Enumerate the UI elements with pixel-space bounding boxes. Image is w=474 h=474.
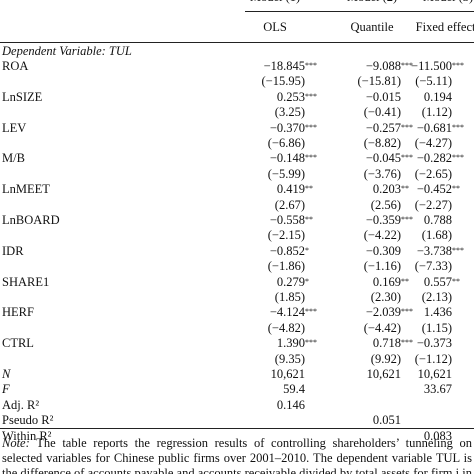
table-note: Note: The table reports the regression r…: [2, 436, 472, 474]
t-statistic: (9.35): [274, 351, 305, 366]
stat-label: F: [2, 382, 10, 397]
t-statistic: (1.12): [421, 105, 452, 120]
method-header: OLS: [263, 20, 287, 34]
stat-value: 10,621: [417, 367, 452, 381]
coefficient: 1.436: [423, 305, 452, 320]
section-label: Dependent Variable: TUL: [2, 44, 132, 58]
t-statistic: (3.25): [274, 105, 305, 120]
t-statistic: (−1.16): [363, 259, 401, 274]
stat-label: Within R²: [2, 428, 52, 443]
t-statistic: (9.92): [370, 351, 401, 366]
t-statistic: (−1.12): [414, 351, 452, 366]
coefficient: −0.015: [365, 89, 401, 104]
t-statistic: (−4.42): [363, 320, 401, 335]
note-text: The table reports the regression results…: [2, 436, 473, 474]
coefficient: −0.282 ***: [416, 151, 464, 166]
coefficient: −11.500 ***: [411, 59, 464, 73]
coefficient: 0.788: [423, 213, 452, 227]
row-label: LnMEET: [2, 182, 50, 197]
t-statistic: (−0.41): [363, 105, 401, 120]
model-header: Model (2): [312, 0, 432, 5]
coefficient: −0.309: [365, 243, 401, 258]
t-statistic: (−2.27): [414, 197, 452, 212]
note-lead: Note:: [2, 436, 30, 450]
t-statistic: (−15.81): [357, 74, 402, 89]
stat-value: 0.083: [423, 428, 452, 443]
row-label: M/B: [2, 151, 25, 166]
t-statistic: (2.56): [370, 197, 401, 212]
t-statistic: (−4.22): [363, 228, 401, 243]
coefficient: −0.681 ***: [416, 120, 464, 135]
model-header: Model (1): [215, 0, 335, 5]
t-statistic: (2.67): [274, 197, 305, 212]
t-statistic: (2.30): [370, 290, 401, 304]
row-label: LEV: [2, 120, 27, 135]
header-bottom-rule: [0, 42, 474, 43]
t-statistic: (−2.65): [414, 166, 452, 181]
row-label: LnBOARD: [2, 213, 60, 227]
method-header: Fixed effects: [415, 20, 474, 34]
stat-value: 33.67: [423, 382, 452, 397]
t-statistic: (−4.82): [267, 320, 305, 335]
row-label: IDR: [2, 243, 24, 258]
method-header: Quantile: [350, 20, 394, 34]
t-statistic: (−1.86): [267, 259, 305, 274]
stat-value: 10,621: [366, 367, 401, 381]
coefficient: 0.194: [423, 89, 452, 104]
model-header: Model (3): [388, 0, 474, 5]
t-statistic: (−2.15): [267, 228, 305, 243]
coefficient: −0.452 **: [416, 182, 460, 197]
t-statistic: (−7.33): [414, 259, 452, 274]
t-statistic: (1.85): [274, 290, 305, 304]
coefficient: −3.738 ***: [416, 243, 464, 258]
row-label: CTRL: [2, 336, 34, 351]
t-statistic: (−5.99): [267, 166, 305, 181]
row-label: SHARE1: [2, 274, 50, 289]
row-label: ROA: [2, 59, 29, 73]
row-label: LnSIZE: [2, 89, 43, 104]
stat-value: 0.146: [276, 397, 305, 412]
t-statistic: (−3.76): [363, 166, 401, 181]
coefficient: 0.557 **: [423, 274, 460, 289]
header-rule: [245, 11, 474, 12]
table-bottom-rule: [0, 428, 474, 429]
row-label: HERF: [2, 305, 34, 320]
t-statistic: (−15.95): [261, 74, 306, 89]
t-statistic: (−4.27): [414, 136, 452, 150]
stat-value: 10,621: [270, 367, 305, 381]
stat-value: 0.051: [372, 413, 401, 428]
stat-label: Pseudo R²: [2, 413, 54, 428]
stat-label: N: [2, 367, 11, 381]
t-statistic: (−5.11): [415, 74, 452, 89]
coefficient: −0.373: [416, 336, 452, 351]
stat-label: Adj. R²: [2, 397, 40, 412]
stat-value: 59.4: [283, 382, 305, 397]
t-statistic: (2.13): [421, 290, 452, 304]
t-statistic: (−6.86): [267, 136, 305, 150]
t-statistic: (−8.82): [363, 136, 401, 150]
t-statistic: (1.15): [421, 320, 452, 335]
t-statistic: (1.68): [421, 228, 452, 243]
